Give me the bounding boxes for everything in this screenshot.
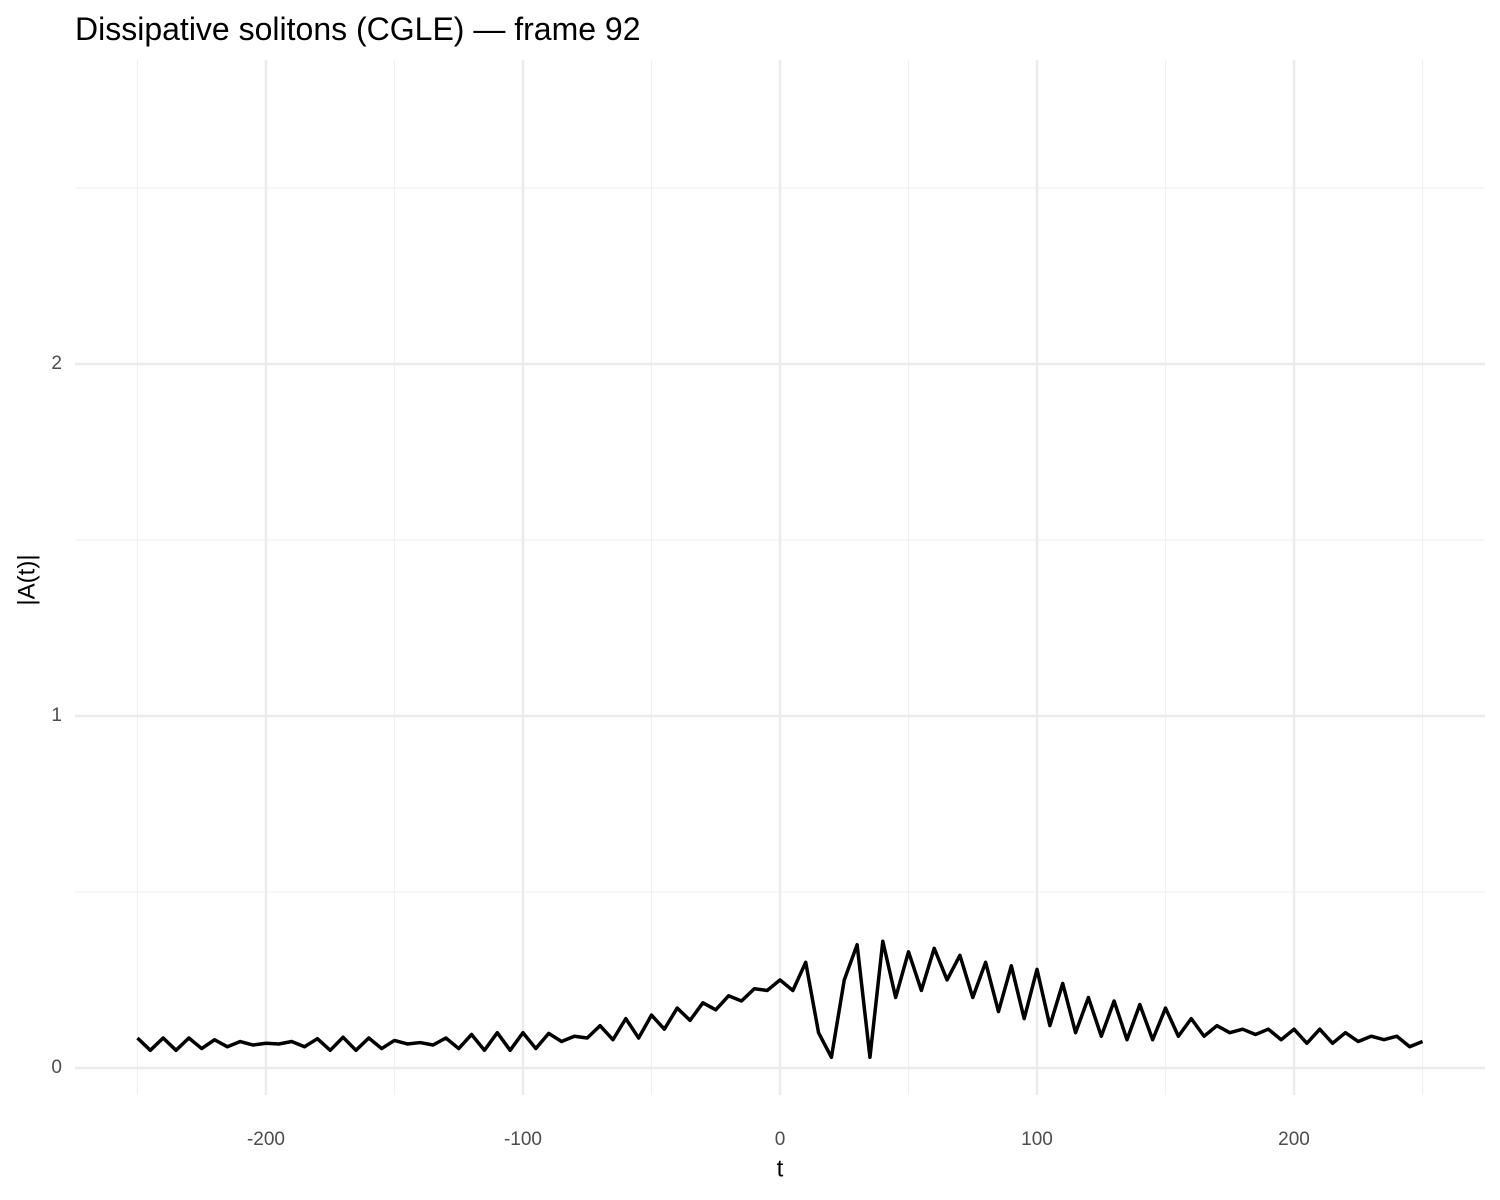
y-tick-label: 2 <box>51 353 62 374</box>
x-tick-label: -200 <box>247 1129 285 1150</box>
x-tick-label: 100 <box>1021 1129 1053 1150</box>
x-tick-label: 0 <box>775 1129 786 1150</box>
y-axis-label: |A(t)| <box>13 554 40 605</box>
x-axis-label: t <box>777 1155 784 1182</box>
y-tick-label: 0 <box>51 1057 62 1078</box>
x-tick-label: -100 <box>504 1129 542 1150</box>
chart-title: Dissipative solitons (CGLE) — frame 92 <box>75 11 641 47</box>
x-tick-label: 200 <box>1278 1129 1310 1150</box>
y-tick-label: 1 <box>51 705 62 726</box>
data-line <box>136 939 1424 1060</box>
